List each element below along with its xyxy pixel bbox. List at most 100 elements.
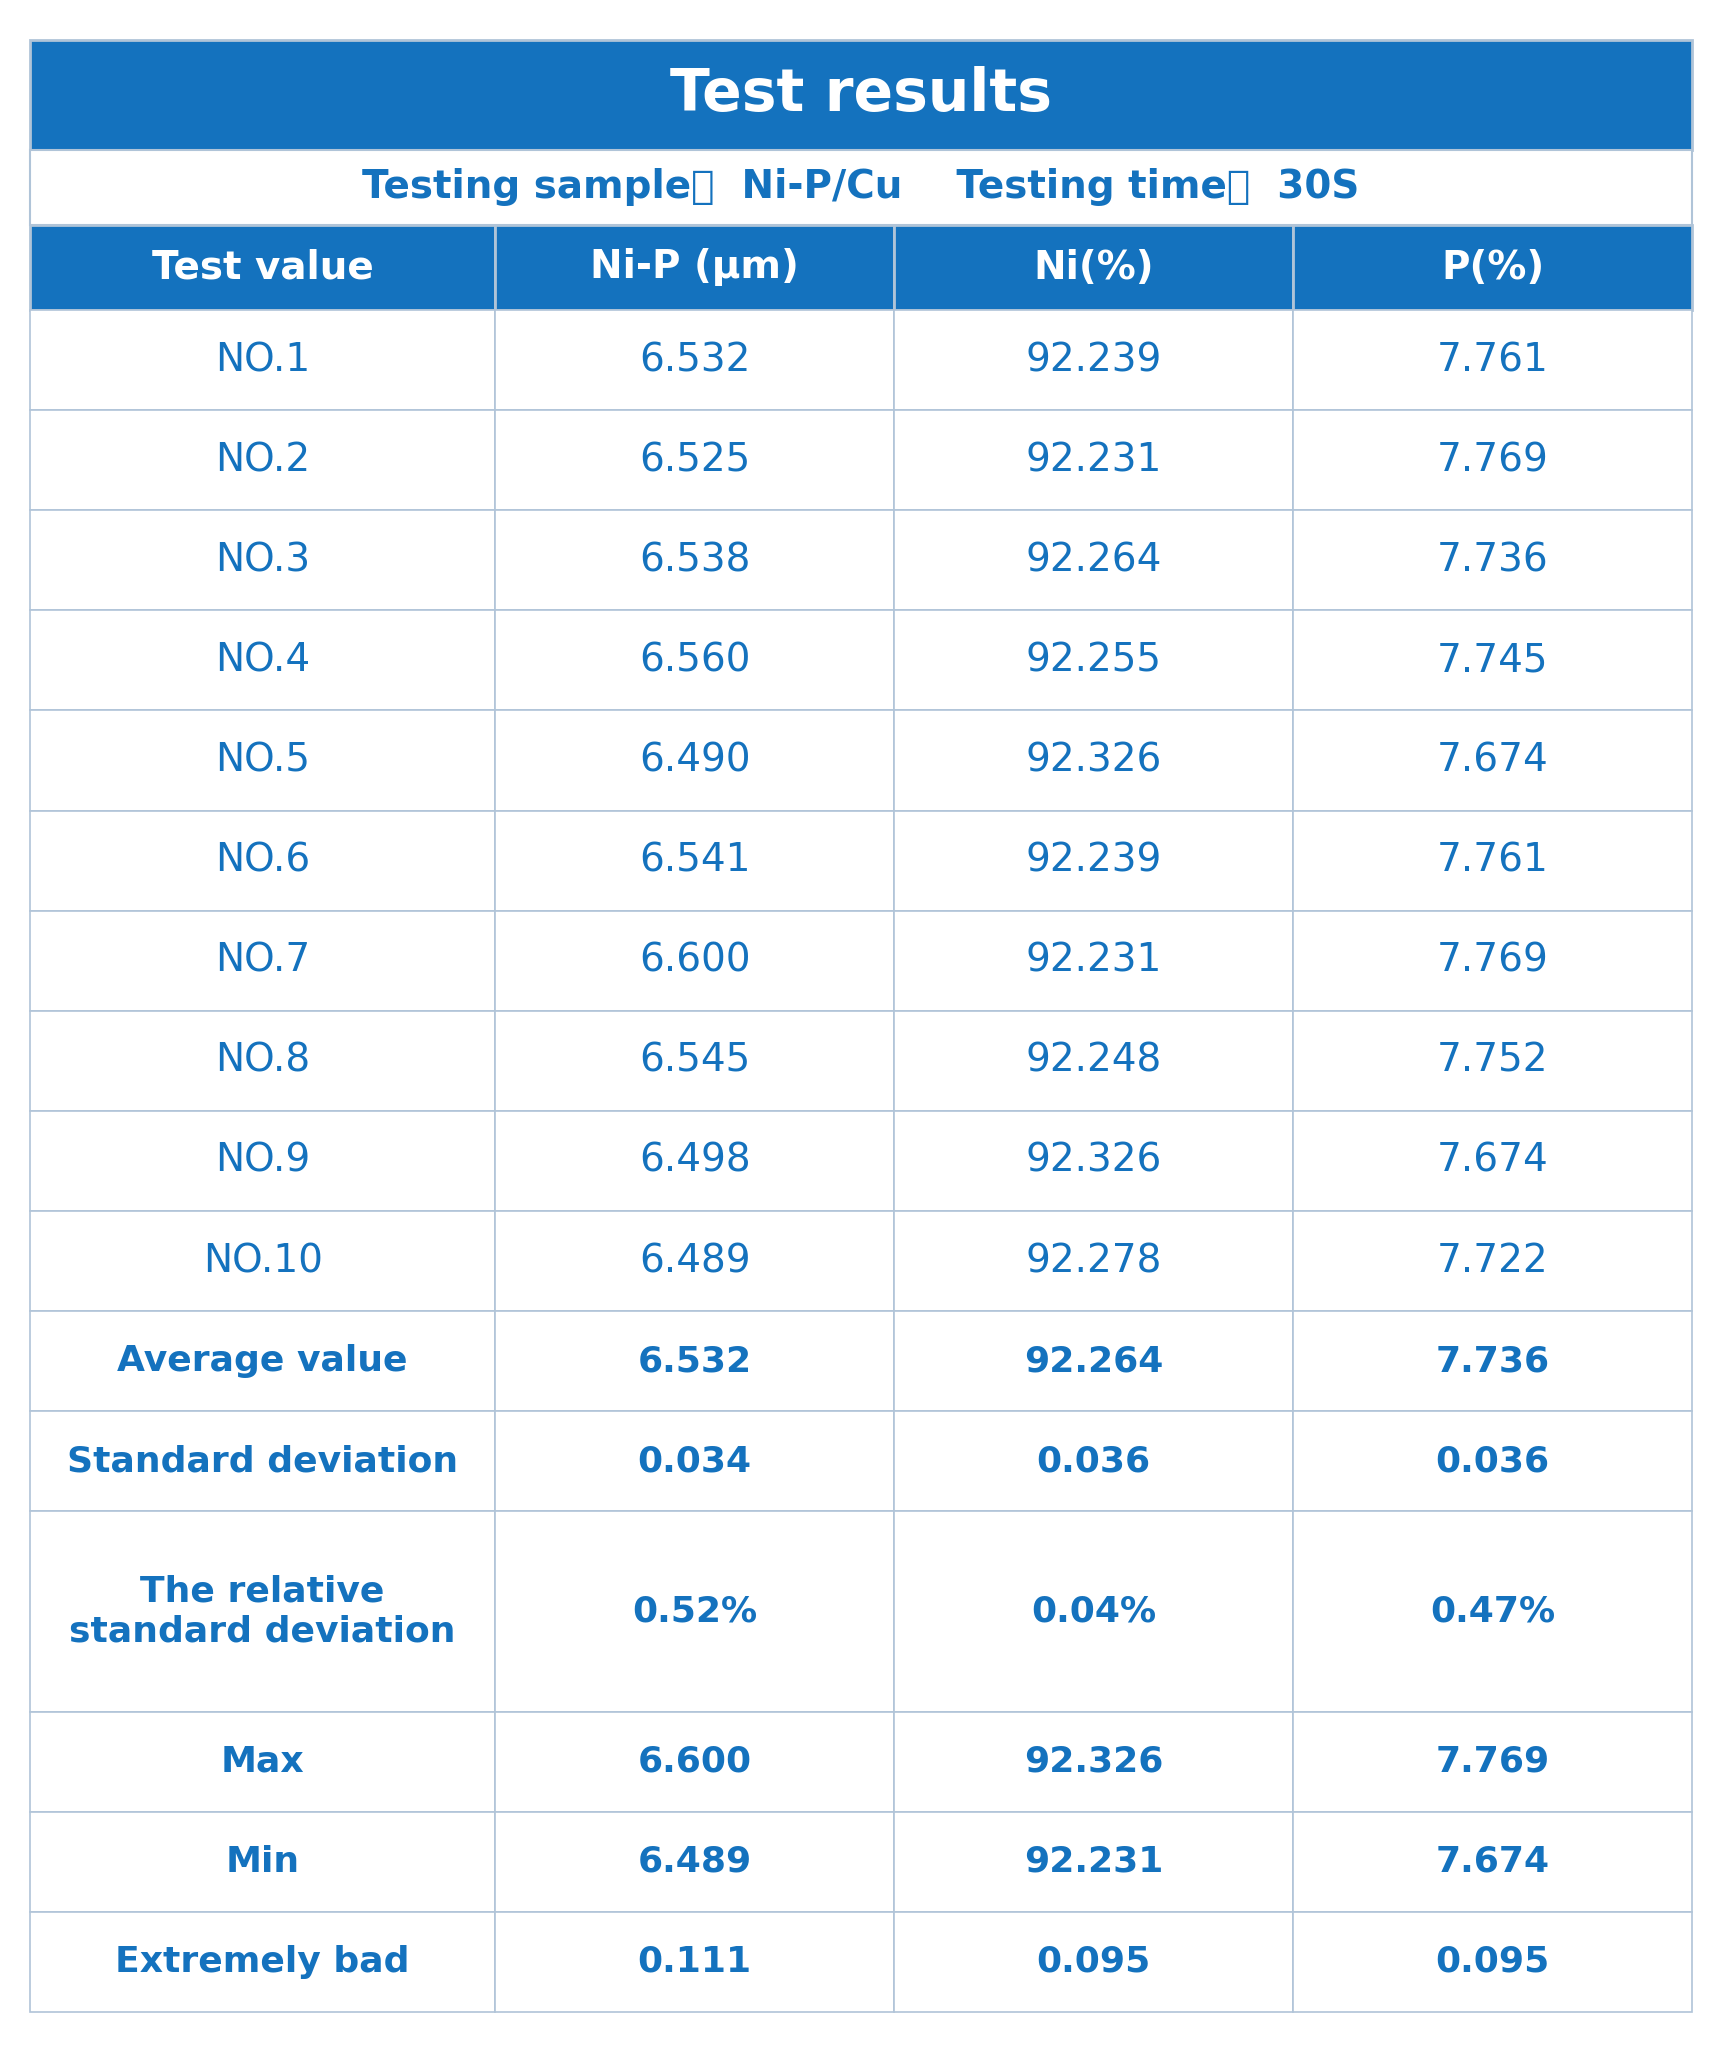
Text: 92.264: 92.264 [1025, 1344, 1164, 1379]
Text: Standard deviation: Standard deviation [67, 1445, 458, 1477]
Text: NO.1: NO.1 [215, 341, 310, 380]
Bar [1293, 609, 1693, 710]
Text: The relative
standard deviation: The relative standard deviation [69, 1574, 456, 1648]
Text: NO.8: NO.8 [215, 1042, 310, 1079]
Text: Ni(%): Ni(%) [1033, 248, 1154, 287]
Text: 6.490: 6.490 [639, 741, 751, 780]
Text: NO.5: NO.5 [215, 741, 310, 780]
Text: 0.095: 0.095 [1037, 1945, 1150, 1978]
Bar [894, 1110, 1293, 1211]
Bar [496, 511, 894, 609]
Bar [29, 1512, 496, 1711]
Text: 92.231: 92.231 [1026, 441, 1162, 480]
Bar [496, 609, 894, 710]
Text: 92.231: 92.231 [1025, 1845, 1164, 1880]
Bar [894, 1912, 1293, 2013]
Bar [496, 1012, 894, 1110]
Bar [496, 1512, 894, 1711]
Bar [1293, 811, 1693, 911]
Text: 92.248: 92.248 [1026, 1042, 1162, 1079]
Bar [29, 911, 496, 1012]
Bar [894, 609, 1293, 710]
Text: Extremely bad: Extremely bad [115, 1945, 410, 1978]
Text: 7.761: 7.761 [1436, 841, 1548, 880]
Text: Ni-P (μm): Ni-P (μm) [591, 248, 799, 287]
Text: 7.722: 7.722 [1436, 1241, 1548, 1280]
Text: 6.545: 6.545 [639, 1042, 751, 1079]
Bar [894, 511, 1293, 609]
Bar [894, 1211, 1293, 1311]
Bar [1293, 710, 1693, 811]
Text: 6.489: 6.489 [637, 1845, 753, 1880]
Text: 7.736: 7.736 [1436, 1344, 1550, 1379]
Bar [29, 1311, 496, 1412]
Text: 0.04%: 0.04% [1031, 1594, 1155, 1629]
Text: 92.326: 92.326 [1025, 1744, 1164, 1779]
Bar [496, 310, 894, 410]
Text: 0.52%: 0.52% [632, 1594, 758, 1629]
Bar [29, 511, 496, 609]
Bar [496, 911, 894, 1012]
Text: 7.745: 7.745 [1436, 642, 1548, 679]
Text: 6.541: 6.541 [639, 841, 751, 880]
Text: 0.036: 0.036 [1436, 1445, 1550, 1477]
Bar [894, 1711, 1293, 1812]
Text: 0.034: 0.034 [637, 1445, 753, 1477]
Bar [894, 226, 1293, 310]
Text: Max: Max [220, 1744, 305, 1779]
Text: 7.769: 7.769 [1436, 441, 1548, 480]
Text: 7.761: 7.761 [1436, 341, 1548, 380]
Bar [1293, 1211, 1693, 1311]
Bar [894, 1311, 1293, 1412]
Bar [894, 911, 1293, 1012]
Bar [496, 811, 894, 911]
Bar [1293, 310, 1693, 410]
Bar [496, 1812, 894, 1912]
Text: 0.095: 0.095 [1436, 1945, 1550, 1978]
Text: 0.111: 0.111 [637, 1945, 753, 1978]
Bar [29, 1912, 496, 2013]
Bar [29, 811, 496, 911]
Bar [894, 410, 1293, 511]
Text: 6.525: 6.525 [639, 441, 751, 480]
Text: 6.560: 6.560 [639, 642, 751, 679]
Text: P(%): P(%) [1441, 248, 1545, 287]
Bar [894, 310, 1293, 410]
Bar [894, 1812, 1293, 1912]
Text: 7.674: 7.674 [1436, 741, 1548, 780]
Bar [894, 1412, 1293, 1512]
Text: 92.255: 92.255 [1026, 642, 1162, 679]
Text: Testing sample：  Ni-P/Cu    Testing time：  30S: Testing sample： Ni-P/Cu Testing time： 30… [362, 168, 1360, 207]
Bar [29, 150, 1693, 226]
Text: Min: Min [226, 1845, 300, 1880]
Bar [1293, 1311, 1693, 1412]
Bar [1293, 1110, 1693, 1211]
Text: 92.239: 92.239 [1026, 841, 1162, 880]
Text: Test results: Test results [670, 66, 1052, 123]
Text: 92.326: 92.326 [1026, 741, 1162, 780]
Bar [496, 1711, 894, 1812]
Bar [29, 1211, 496, 1311]
Text: NO.6: NO.6 [215, 841, 310, 880]
Text: NO.3: NO.3 [215, 542, 310, 579]
Text: 6.532: 6.532 [637, 1344, 753, 1379]
Text: 92.278: 92.278 [1026, 1241, 1162, 1280]
Bar [496, 710, 894, 811]
Bar [29, 1812, 496, 1912]
Text: NO.7: NO.7 [215, 942, 310, 979]
Text: 7.674: 7.674 [1436, 1143, 1548, 1180]
Bar [29, 39, 1693, 150]
Bar [29, 226, 496, 310]
Bar [29, 410, 496, 511]
Bar [496, 1110, 894, 1211]
Bar [1293, 911, 1693, 1012]
Bar [1293, 1412, 1693, 1512]
Bar [894, 1012, 1293, 1110]
Bar [1293, 1812, 1693, 1912]
Bar [29, 609, 496, 710]
Text: 6.600: 6.600 [637, 1744, 753, 1779]
Text: Average value: Average value [117, 1344, 408, 1379]
Bar [894, 811, 1293, 911]
Text: 7.736: 7.736 [1436, 542, 1548, 579]
Text: NO.10: NO.10 [203, 1241, 322, 1280]
